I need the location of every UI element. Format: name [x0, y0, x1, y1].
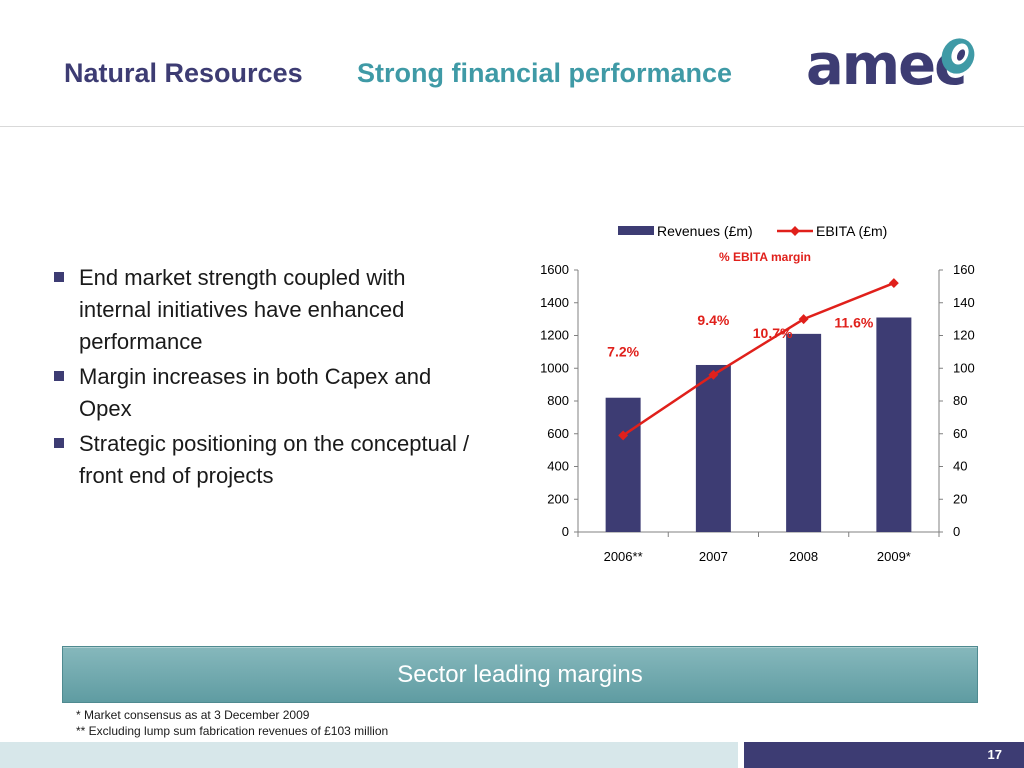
revenue-bar: [695, 364, 731, 532]
y-right-tick-label: 20: [953, 491, 967, 506]
slide-subtitle: Strong financial performance: [357, 58, 733, 88]
bullet-text: End market strength coupled with interna…: [79, 265, 406, 354]
bullet-item: Strategic positioning on the conceptual …: [52, 428, 472, 492]
slide-title: Natural Resources: [64, 58, 303, 88]
revenue-ebita-chart: 0 200 400 600 800 1000 1200 1400 1600 0 20 40 60 80 10…: [540, 223, 975, 564]
y-right-tick-label: 100: [953, 360, 975, 375]
y-left-tick-label: 800: [547, 393, 569, 408]
y-left-tick-label: 0: [562, 524, 569, 539]
logo-wordmark: amec: [806, 33, 967, 98]
y-left-tick-label: 600: [547, 426, 569, 441]
ebita-margin-label: 9.4%: [697, 312, 729, 328]
bullet-item: Margin increases in both Capex and Opex: [52, 361, 472, 425]
page-number: 17: [987, 747, 1002, 762]
banner-text: Sector leading margins: [397, 661, 643, 688]
highlight-banner: Sector leading margins: [62, 646, 978, 703]
y-left-tick-label: 200: [547, 491, 569, 506]
logo-swirl-icon: [941, 38, 975, 74]
revenue-bar: [876, 317, 912, 532]
ebita-line: [622, 281, 895, 437]
footer-bar-left: [0, 742, 738, 768]
square-bullet-icon: [54, 438, 64, 448]
bullet-list: End market strength coupled with interna…: [52, 262, 472, 495]
amec-logo: amec: [806, 34, 982, 98]
y-left-tick-label: 1400: [540, 295, 569, 310]
footer-bar-right: 17: [744, 742, 1024, 768]
ebita-margin-label: 7.2%: [607, 344, 639, 360]
ebita-point: [708, 369, 719, 380]
bullet-text: Margin increases in both Capex and Opex: [79, 364, 432, 421]
y-left-tick-label: 1600: [540, 262, 569, 277]
y-left-tick-label: 400: [547, 459, 569, 474]
margin-title: % EBITA margin: [719, 250, 811, 264]
legend-line-marker: [790, 226, 800, 236]
footnotes: * Market consensus as at 3 December 2009…: [76, 707, 388, 739]
ebita-point: [798, 314, 809, 325]
y-right-tick-label: 60: [953, 426, 967, 441]
ebita-margin-label: 11.6%: [834, 314, 873, 330]
x-tick-label: 2009*: [877, 549, 911, 564]
y-right-tick-label: 160: [953, 262, 975, 277]
y-right-tick-label: 120: [953, 328, 975, 343]
y-left-tick-label: 1000: [540, 360, 569, 375]
x-tick-label: 2007: [699, 549, 728, 564]
header-divider: [0, 126, 1024, 127]
x-tick-label: 2008: [789, 549, 818, 564]
revenue-bar: [786, 333, 822, 532]
legend-label: EBITA (£m): [816, 223, 887, 239]
slide-header: Natural Resources Strong financial perfo…: [0, 0, 1024, 126]
square-bullet-icon: [54, 371, 64, 381]
y-right-tick-label: 140: [953, 295, 975, 310]
footnote: ** Excluding lump sum fabrication revenu…: [76, 724, 389, 738]
x-tick-label: 2006**: [604, 549, 643, 564]
ebita-point: [618, 430, 629, 441]
y-right-tick-label: 0: [953, 524, 960, 539]
revenue-bar: [605, 397, 641, 532]
legend-bar-swatch: [618, 226, 654, 235]
y-right-tick-label: 80: [953, 393, 967, 408]
y-left-tick-label: 1200: [540, 328, 569, 343]
ebita-margin-label: 10.7%: [753, 325, 793, 341]
bullet-item: End market strength coupled with interna…: [52, 262, 472, 358]
square-bullet-icon: [54, 272, 64, 282]
y-right-tick-label: 40: [953, 459, 967, 474]
legend-label: Revenues (£m): [657, 223, 753, 239]
ebita-point: [888, 278, 899, 289]
bullet-text: Strategic positioning on the conceptual …: [79, 431, 470, 488]
footnote: * Market consensus as at 3 December 2009: [76, 708, 310, 722]
